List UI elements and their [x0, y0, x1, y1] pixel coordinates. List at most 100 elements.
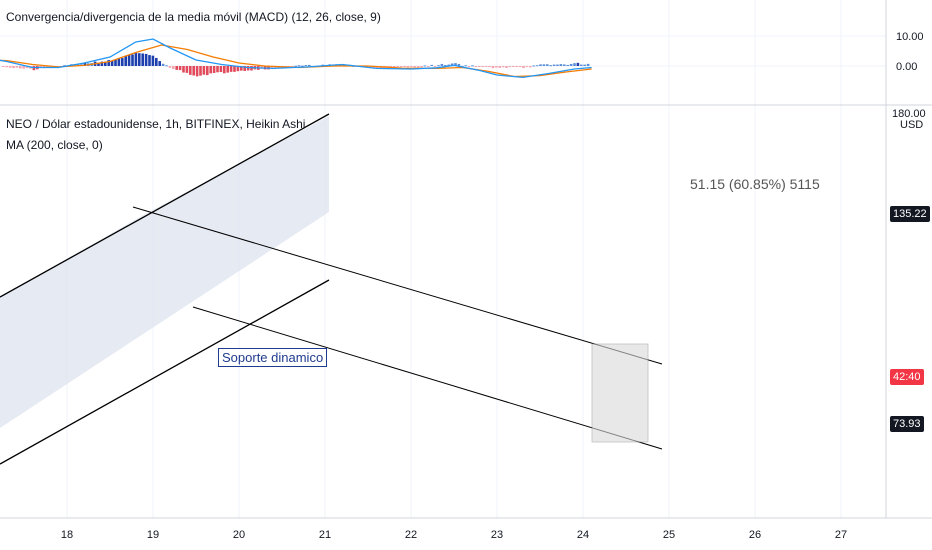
- main-chart-title[interactable]: NEO / Dólar estadounidense, 1h, BITFINEX…: [6, 117, 306, 131]
- macd-histogram-bar: [212, 66, 216, 73]
- macd-histogram-bar: [22, 66, 25, 69]
- macd-histogram-bar: [467, 66, 471, 67]
- macd-histogram-bar: [522, 66, 525, 69]
- macd-histogram-bar: [107, 60, 110, 66]
- macd-histogram-bar: [185, 66, 189, 73]
- macd-title: Convergencia/divergencia de la media móv…: [6, 10, 381, 24]
- macd-histogram-bar: [498, 66, 501, 68]
- macd-histogram-bar: [229, 66, 233, 72]
- macd-histogram-bar: [491, 66, 495, 69]
- macd-histogram-bar: [444, 65, 447, 67]
- time-tick-label: 24: [577, 529, 589, 541]
- ascending-channel-fill: [0, 116, 329, 428]
- macd-histogram-bar: [427, 66, 430, 67]
- macd-histogram-bar: [5, 66, 8, 68]
- macd-histogram-bar: [586, 63, 590, 66]
- macd-histogram-bar: [158, 61, 161, 66]
- macd-histogram-bar: [114, 59, 117, 66]
- macd-histogram-bar: [2, 66, 5, 68]
- macd-histogram-bar: [165, 65, 168, 67]
- macd-histogram-bar: [226, 66, 229, 73]
- macd-histogram-bar: [478, 66, 481, 67]
- macd-histogram-bar: [566, 64, 569, 66]
- macd-histogram-bar: [406, 66, 410, 68]
- countdown-tag: 42:40: [890, 369, 924, 385]
- macd-histogram-bar: [376, 66, 379, 69]
- macd-histogram-bar: [270, 66, 274, 68]
- ma-indicator-label[interactable]: MA (200, close, 0): [6, 138, 103, 152]
- macd-histogram-bar: [535, 65, 539, 67]
- projection-box: [591, 343, 649, 443]
- currency-label: USD: [900, 119, 924, 131]
- macd-histogram-bar: [396, 66, 399, 67]
- macd-histogram-bar: [175, 66, 178, 70]
- macd-histogram-bar: [100, 61, 104, 66]
- macd-histogram-bar: [556, 64, 559, 66]
- macd-histogram-bar: [199, 66, 202, 76]
- macd-histogram-bar: [246, 66, 250, 71]
- macd-histogram-bar: [155, 57, 158, 66]
- macd-histogram-bar: [8, 66, 12, 68]
- macd-histogram-bar: [202, 66, 206, 75]
- macd-histogram-bar: [240, 66, 243, 71]
- macd-histogram-bar: [430, 64, 433, 66]
- descending-channel-lower: [192, 306, 663, 450]
- macd-signal-line: [0, 44, 592, 78]
- macd-histogram-bar: [515, 66, 518, 67]
- macd-histogram-bar: [192, 66, 195, 76]
- macd-histogram-bar: [474, 66, 478, 68]
- price-tick-label-partial: 180.00: [892, 108, 926, 120]
- macd-histogram-bar: [464, 65, 467, 67]
- macd-histogram-bar: [454, 63, 457, 66]
- macd-histogram-bar: [389, 66, 393, 68]
- macd-histogram-bar: [168, 66, 172, 68]
- soporte-dinamico-annotation[interactable]: Soporte dinamico: [218, 348, 328, 367]
- macd-histogram-bar: [413, 66, 416, 68]
- time-tick-label: 23: [491, 529, 503, 541]
- macd-histogram-bar: [563, 64, 566, 66]
- macd-histogram-bar: [216, 66, 219, 73]
- macd-histogram-bar: [433, 66, 437, 67]
- macd-histogram-bar: [233, 66, 236, 72]
- measure-label: 51.15 (60.85%) 5115: [690, 176, 820, 192]
- resistance-price-tag: 135.22: [890, 206, 930, 222]
- macd-histogram-bar: [440, 63, 444, 66]
- macd-histogram-bar: [471, 65, 474, 67]
- macd-histogram-bar: [583, 64, 586, 66]
- macd-histogram-bar: [206, 66, 209, 76]
- macd-histogram-bar: [141, 53, 144, 66]
- macd-histogram-bar: [294, 65, 297, 67]
- time-tick-label: 22: [405, 529, 417, 541]
- macd-histogram-bar: [549, 65, 552, 67]
- macd-histogram-bar: [518, 66, 522, 68]
- macd-histogram-bar: [19, 66, 22, 69]
- macd-histogram-bar: [172, 66, 175, 69]
- macd-histogram-bar: [161, 63, 165, 66]
- macd-histogram-bar: [131, 54, 134, 66]
- macd-histogram-bar: [399, 66, 403, 67]
- macd-histogram-bar: [539, 64, 542, 66]
- macd-histogram-bar: [542, 64, 546, 66]
- macd-histogram-bar: [505, 66, 508, 68]
- macd-histogram-bar: [63, 65, 66, 67]
- macd-histogram-bar: [236, 66, 240, 72]
- ascending-channel-upper: [0, 113, 330, 298]
- macd-histogram-bar: [97, 62, 100, 66]
- macd-histogram-bar: [83, 62, 87, 66]
- macd-histogram-bar: [420, 66, 423, 68]
- time-tick-label: 18: [61, 529, 73, 541]
- macd-histogram-bar: [508, 66, 512, 68]
- time-tick-label: 20: [233, 529, 245, 541]
- macd-histogram-bar: [178, 66, 182, 71]
- time-tick-label: 25: [663, 529, 675, 541]
- macd-histogram-bar: [369, 66, 372, 68]
- macd-histogram-bar: [189, 66, 192, 75]
- support-price-tag: 73.93: [890, 416, 924, 432]
- macd-histogram-bar: [501, 66, 505, 68]
- macd-tick-label: 0.00: [896, 61, 917, 73]
- macd-histogram-bar: [532, 65, 535, 67]
- macd-histogram-bar: [423, 65, 427, 67]
- macd-histogram-bar: [372, 66, 376, 69]
- macd-histogram-bar: [488, 66, 491, 67]
- time-tick-label: 19: [147, 529, 159, 541]
